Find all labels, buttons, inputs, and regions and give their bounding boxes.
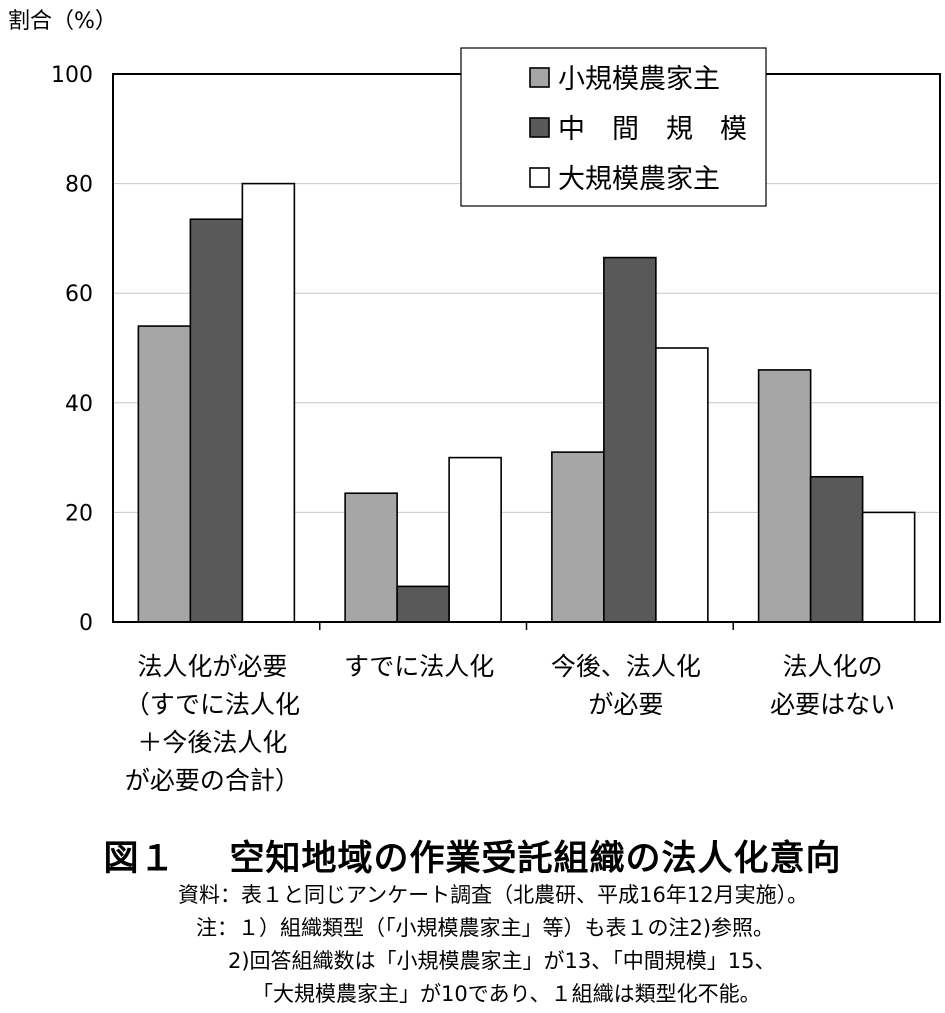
bar [603, 256, 657, 623]
bar [861, 511, 916, 623]
y-axis-label: 割合（%） [8, 9, 117, 34]
category-label: 必要はない [770, 690, 895, 719]
bar [344, 492, 398, 623]
bar [809, 475, 864, 623]
bar [551, 451, 605, 623]
y-tick-label: 40 [65, 392, 93, 417]
category-label: が必要 [588, 690, 663, 719]
bar [448, 456, 502, 623]
legend-label: 中 間 規 模 [558, 114, 747, 145]
category-label: が必要の合計） [125, 766, 300, 795]
figure-number: 図１ [103, 839, 176, 879]
category-label: 法人化の [783, 652, 883, 681]
legend-swatch [529, 117, 550, 138]
y-tick-label: 60 [65, 282, 93, 307]
bar [241, 182, 296, 623]
bar [396, 585, 450, 623]
y-tick-label: 100 [51, 63, 93, 88]
bar [757, 369, 812, 623]
legend-label: 大規模農家主 [558, 164, 720, 195]
y-tick-label: 0 [79, 611, 93, 636]
note-2-line-2: 「大規模農家主」が10であり、１組織は類型化不能。 [252, 982, 761, 1006]
category-label: すでに法人化 [344, 652, 494, 681]
note-1: 注：１）組織類型（「小規模農家主」等）も表１の注2)参照。 [196, 916, 775, 940]
legend-box [460, 47, 767, 207]
figure-title: 図１ 空知地域の作業受託組織の法人化意向 [0, 830, 945, 881]
bar [137, 325, 192, 623]
category-label: 法人化が必要 [137, 652, 287, 681]
category-label: （すでに法人化 [125, 690, 300, 719]
category-label: 今後、法人化 [551, 652, 701, 681]
bar [189, 218, 244, 623]
note-2-line-1: 2)回答組織数は「小規模農家主」が13、「中間規模」15、 [228, 949, 776, 973]
y-tick-label: 20 [65, 501, 93, 526]
y-tick-label: 80 [65, 173, 93, 198]
source-note: 資料：表１と同じアンケート調査（北農研、平成16年12月実施）。 [178, 883, 809, 907]
legend-swatch [529, 67, 550, 88]
legend-label: 小規模農家主 [558, 64, 720, 95]
legend-swatch [529, 167, 550, 188]
y-tick-labels: 0 20 40 60 80 100 [51, 63, 93, 636]
bar [655, 347, 709, 623]
figure-title-text: 空知地域の作業受託組織の法人化意向 [229, 839, 842, 879]
category-label: ＋今後法人化 [137, 728, 287, 757]
